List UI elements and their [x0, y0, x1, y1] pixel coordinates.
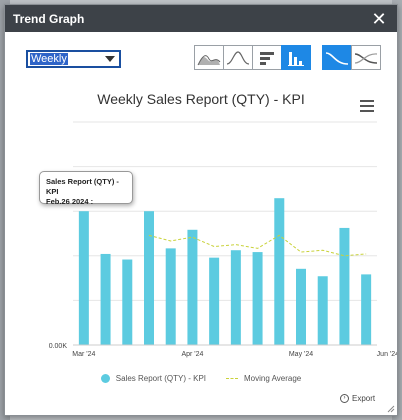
curve-type-group	[322, 45, 381, 70]
legend-label-moving-average: Moving Average	[244, 374, 302, 383]
chart-type-group	[194, 45, 311, 70]
x-tick-label: Apr '24	[181, 351, 203, 358]
vertical-bar-icon	[288, 51, 304, 66]
bar	[296, 268, 306, 345]
line-chart-button[interactable]	[223, 45, 253, 70]
smooth-curve-icon	[325, 51, 349, 65]
moving-average-line	[148, 234, 367, 257]
horizontal-bar-icon	[260, 51, 274, 65]
close-icon[interactable]: ✕	[371, 8, 387, 29]
smooth-curve-button[interactable]	[322, 45, 352, 70]
area-chart-icon	[197, 54, 221, 65]
hamburger-menu-icon[interactable]	[360, 100, 374, 112]
bar	[274, 198, 285, 345]
export-button[interactable]: › Export	[340, 394, 375, 403]
chevron-down-icon	[105, 56, 115, 62]
bar	[252, 252, 263, 345]
chart-tooltip: Sales Report (QTY) - KPI Feb.26 2024 :	[39, 171, 133, 206]
bar	[209, 257, 220, 345]
y-tick-label: 0.00K	[49, 343, 68, 350]
bar	[339, 227, 350, 345]
dual-curve-button[interactable]	[351, 45, 381, 70]
dialog-titlebar: Trend Graph ✕	[5, 5, 397, 32]
tooltip-date: Feb.26 2024 :	[46, 197, 94, 206]
dual-curve-icon	[354, 52, 378, 64]
x-tick-label: May '24	[289, 351, 313, 358]
horizontal-bar-button[interactable]	[252, 45, 282, 70]
legend-label-sales: Sales Report (QTY) - KPI	[115, 374, 206, 383]
bar	[230, 250, 241, 345]
export-icon: ›	[340, 394, 349, 403]
bar	[165, 248, 176, 345]
bar	[361, 274, 372, 345]
area-chart-button[interactable]	[194, 45, 224, 70]
dialog-title: Trend Graph	[13, 11, 85, 26]
chart-title: Weekly Sales Report (QTY) - KPI	[97, 91, 305, 107]
resize-handle-icon[interactable]	[387, 405, 395, 413]
period-select-value: Weekly	[30, 53, 68, 65]
x-tick-label: Jun '24	[377, 351, 397, 358]
legend-dash	[226, 378, 238, 379]
chart-area: Weekly Sales Report (QTY) - KPI 0.00K Mar…	[5, 72, 397, 415]
chart-controls: Weekly	[5, 32, 397, 72]
chart-legend: Sales Report (QTY) - KPI Moving Average	[5, 374, 397, 383]
export-label: Export	[352, 394, 376, 403]
legend-item-sales[interactable]: Sales Report (QTY) - KPI	[100, 374, 206, 383]
bar	[187, 229, 198, 345]
bar	[317, 276, 328, 345]
bar	[144, 211, 154, 345]
bar	[78, 211, 89, 345]
vertical-bar-button[interactable]	[281, 45, 311, 70]
legend-dot	[100, 374, 110, 383]
bar	[100, 253, 111, 345]
period-select[interactable]: Weekly	[26, 50, 121, 68]
bar	[122, 259, 133, 345]
bar-chart: 0.00K Mar '24 Apr '24 May '24 Jun '24	[49, 121, 397, 358]
x-tick-label: Mar '24	[72, 351, 95, 358]
trend-graph-dialog: Trend Graph ✕ Weekly	[4, 4, 398, 416]
tooltip-series-name: Sales Report (QTY) - KPI	[46, 177, 119, 196]
line-chart-icon	[226, 50, 250, 65]
legend-item-moving-average[interactable]: Moving Average	[226, 374, 301, 383]
